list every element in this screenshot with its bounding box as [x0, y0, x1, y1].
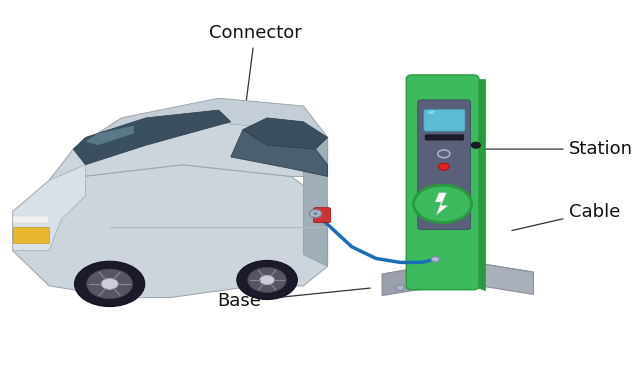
Polygon shape [74, 98, 328, 157]
Text: Base: Base [217, 288, 370, 310]
Circle shape [86, 269, 132, 299]
FancyBboxPatch shape [424, 109, 465, 131]
Circle shape [415, 186, 470, 222]
Text: Connector: Connector [209, 24, 301, 148]
FancyBboxPatch shape [425, 135, 464, 140]
Circle shape [396, 285, 404, 290]
FancyBboxPatch shape [406, 75, 479, 290]
Polygon shape [49, 98, 328, 180]
Polygon shape [243, 118, 328, 149]
Circle shape [101, 278, 118, 289]
Polygon shape [13, 165, 328, 298]
Polygon shape [74, 110, 231, 165]
Circle shape [431, 256, 440, 262]
Polygon shape [461, 260, 533, 294]
Polygon shape [13, 227, 49, 243]
Circle shape [248, 267, 287, 292]
Text: Station: Station [482, 140, 632, 158]
Circle shape [313, 212, 318, 215]
Polygon shape [13, 165, 86, 251]
Polygon shape [428, 111, 435, 114]
Circle shape [237, 260, 298, 299]
FancyBboxPatch shape [418, 100, 470, 230]
Polygon shape [13, 216, 49, 223]
Polygon shape [303, 122, 328, 266]
Circle shape [438, 163, 449, 170]
Circle shape [260, 275, 275, 285]
Polygon shape [86, 126, 134, 145]
FancyBboxPatch shape [314, 208, 331, 223]
Circle shape [471, 142, 481, 148]
Polygon shape [382, 260, 461, 296]
Text: Cable: Cable [512, 203, 620, 230]
Polygon shape [435, 193, 447, 215]
Circle shape [309, 210, 321, 218]
Polygon shape [382, 260, 533, 286]
Circle shape [74, 261, 145, 307]
Polygon shape [231, 130, 328, 176]
Polygon shape [473, 79, 485, 290]
